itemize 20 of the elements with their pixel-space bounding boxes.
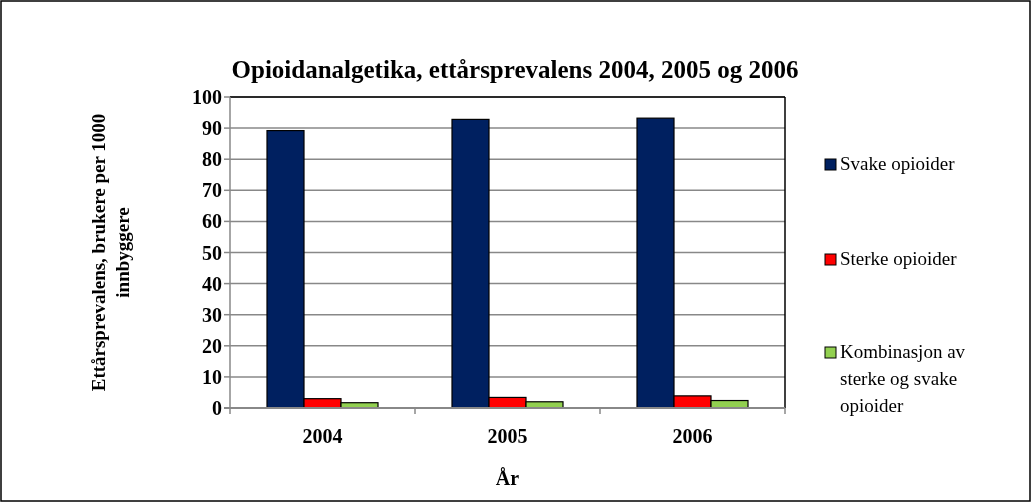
chart-title: Opioidanalgetika, ettårsprevalens 2004, 2005 og 2006	[231, 56, 799, 83]
legend-label: Sterke opioider	[840, 248, 958, 269]
y-tick-label: 50	[202, 241, 222, 264]
legend-label: Kombinasjon av sterke og svake opioider	[840, 341, 966, 416]
legend-label: Svake opioider	[840, 153, 956, 174]
x-axis-title: År	[495, 467, 520, 489]
y-tick-label: 70	[202, 179, 222, 202]
y-tick-label: 80	[202, 148, 222, 171]
y-tick-label: 100	[192, 86, 222, 108]
y-tick-label: 60	[202, 210, 222, 233]
y-tick-label: 0	[212, 397, 222, 419]
y-axis-title: Ettårsprevalens, brukere per 1000 innbyggere	[88, 113, 133, 392]
y-tick-label: 30	[202, 303, 222, 326]
x-tick-label: 2006	[672, 425, 713, 447]
y-tick-label: 10	[202, 365, 222, 388]
x-tick-label: 2005	[487, 425, 528, 447]
x-tick-label: 2004	[302, 425, 343, 447]
y-tick-label: 90	[202, 117, 222, 140]
y-tick-label: 40	[202, 272, 222, 295]
y-tick-label: 20	[202, 334, 222, 357]
